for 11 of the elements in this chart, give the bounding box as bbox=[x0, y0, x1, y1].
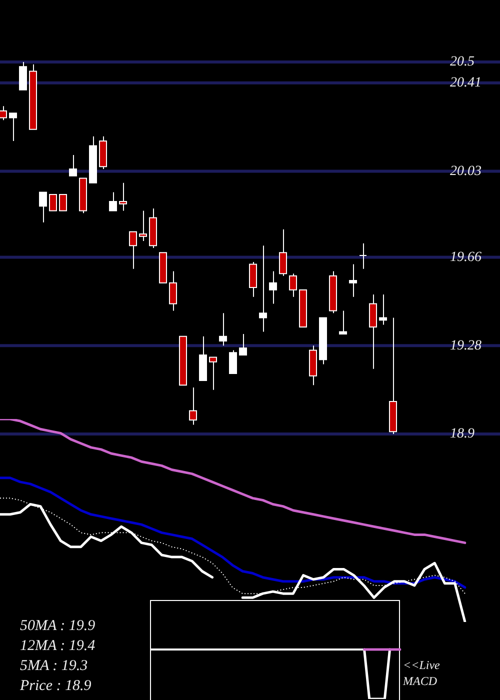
text: 5MA : 19.3 bbox=[20, 658, 88, 674]
text: Price : 18.9 bbox=[19, 678, 92, 694]
y-tick-label: 19.66 bbox=[450, 250, 482, 265]
y-tick-label: 18.9 bbox=[450, 426, 474, 442]
annotation: 50MA : 19.9 bbox=[20, 618, 96, 634]
y-tick-label: 20.5 bbox=[450, 54, 474, 70]
y-tick-label: 19.28 bbox=[450, 338, 482, 354]
y-tick-label: 20.03 bbox=[450, 164, 482, 179]
text: 12MA : 19.4 bbox=[20, 638, 96, 654]
text: <<Live MACD bbox=[402, 658, 441, 688]
y-tick-label: 20.41 bbox=[450, 76, 482, 91]
